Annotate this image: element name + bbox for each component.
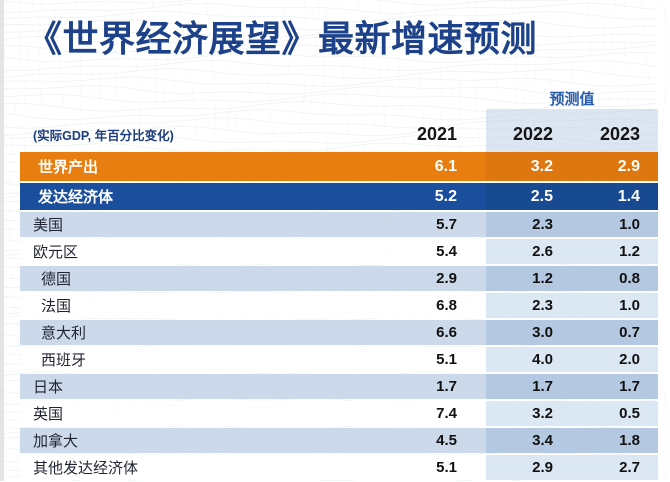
table-row: 美国 5.7 2.3 1.0 xyxy=(20,212,658,237)
row-label: 发达经济体 xyxy=(20,183,320,210)
column-header-2023: 2023 xyxy=(599,123,640,144)
value-2021: 5.1 xyxy=(320,347,486,372)
table-header-row: (实际GDP, 年百分比变化) 2021 2022 2023 xyxy=(20,116,658,152)
value-2021: 5.4 xyxy=(320,239,486,264)
value-2023: 1.0 xyxy=(578,293,658,318)
value-2023: 0.7 xyxy=(578,320,658,345)
row-label: 其他发达经济体 xyxy=(20,455,320,480)
value-2023: 1.0 xyxy=(578,212,658,237)
row-label: 法国 xyxy=(20,293,320,318)
column-header-2021: 2021 xyxy=(416,123,457,144)
value-2021: 7.4 xyxy=(320,401,486,426)
table-row: 日本 1.7 1.7 1.7 xyxy=(20,374,658,399)
table-row: 其他发达经济体 5.1 2.9 2.7 xyxy=(20,455,658,480)
forecast-columns-highlight-band xyxy=(486,109,658,152)
value-2023: 0.5 xyxy=(578,401,658,426)
value-2021: 5.7 xyxy=(320,212,486,237)
row-label: 世界产出 xyxy=(20,152,320,181)
table-row: 西班牙 5.1 4.0 2.0 xyxy=(20,347,658,372)
table-row: 发达经济体 5.2 2.5 1.4 xyxy=(20,183,658,210)
row-label: 加拿大 xyxy=(20,428,320,453)
value-2023: 2.9 xyxy=(578,152,658,181)
value-2022: 2.3 xyxy=(486,293,578,318)
value-2023: 2.7 xyxy=(578,455,658,480)
table-row: 欧元区 5.4 2.6 1.2 xyxy=(20,239,658,264)
value-2022: 2.3 xyxy=(486,212,578,237)
column-header-2022: 2022 xyxy=(512,123,553,144)
value-2021: 2.9 xyxy=(320,266,486,291)
row-label: 英国 xyxy=(20,401,320,426)
value-2021: 4.5 xyxy=(320,428,486,453)
value-2022: 3.2 xyxy=(486,152,578,181)
value-2022: 2.5 xyxy=(486,183,578,210)
table-row: 意大利 6.6 3.0 0.7 xyxy=(20,320,658,345)
forecast-table-body: 世界产出 6.1 3.2 2.9 发达经济体 5.2 2.5 1.4 美国 5.… xyxy=(20,152,658,482)
table-row: 英国 7.4 3.2 0.5 xyxy=(20,401,658,426)
row-label: 日本 xyxy=(20,374,320,399)
value-2022: 2.9 xyxy=(486,455,578,480)
value-2022: 2.6 xyxy=(486,239,578,264)
value-2023: 2.0 xyxy=(578,347,658,372)
row-label: 意大利 xyxy=(20,320,320,345)
page-left-edge xyxy=(0,0,4,481)
value-2022: 3.2 xyxy=(486,401,578,426)
value-2022: 3.4 xyxy=(486,428,578,453)
value-2021: 5.2 xyxy=(320,183,486,210)
row-label: 欧元区 xyxy=(20,239,320,264)
value-2021: 1.7 xyxy=(320,374,486,399)
value-2022: 1.7 xyxy=(486,374,578,399)
value-2022: 1.2 xyxy=(486,266,578,291)
value-2022: 4.0 xyxy=(486,347,578,372)
value-2023: 0.8 xyxy=(578,266,658,291)
value-2023: 1.7 xyxy=(578,374,658,399)
table-subtitle: (实际GDP, 年百分比变化) xyxy=(33,128,174,143)
row-label: 西班牙 xyxy=(20,347,320,372)
table-row: 世界产出 6.1 3.2 2.9 xyxy=(20,152,658,181)
value-2023: 1.2 xyxy=(578,239,658,264)
value-2021: 6.1 xyxy=(320,152,486,181)
forecast-values-label: 预测值 xyxy=(549,91,595,108)
value-2021: 6.8 xyxy=(320,293,486,318)
table-row: 法国 6.8 2.3 1.0 xyxy=(20,293,658,318)
row-label: 德国 xyxy=(20,266,320,291)
page-title: 《世界经济展望》最新增速预测 xyxy=(26,18,538,59)
value-2023: 1.8 xyxy=(578,428,658,453)
table-row: 德国 2.9 1.2 0.8 xyxy=(20,266,658,291)
row-label: 美国 xyxy=(20,212,320,237)
value-2023: 1.4 xyxy=(578,183,658,210)
value-2021: 5.1 xyxy=(320,455,486,480)
value-2021: 6.6 xyxy=(320,320,486,345)
value-2022: 3.0 xyxy=(486,320,578,345)
table-row: 加拿大 4.5 3.4 1.8 xyxy=(20,428,658,453)
